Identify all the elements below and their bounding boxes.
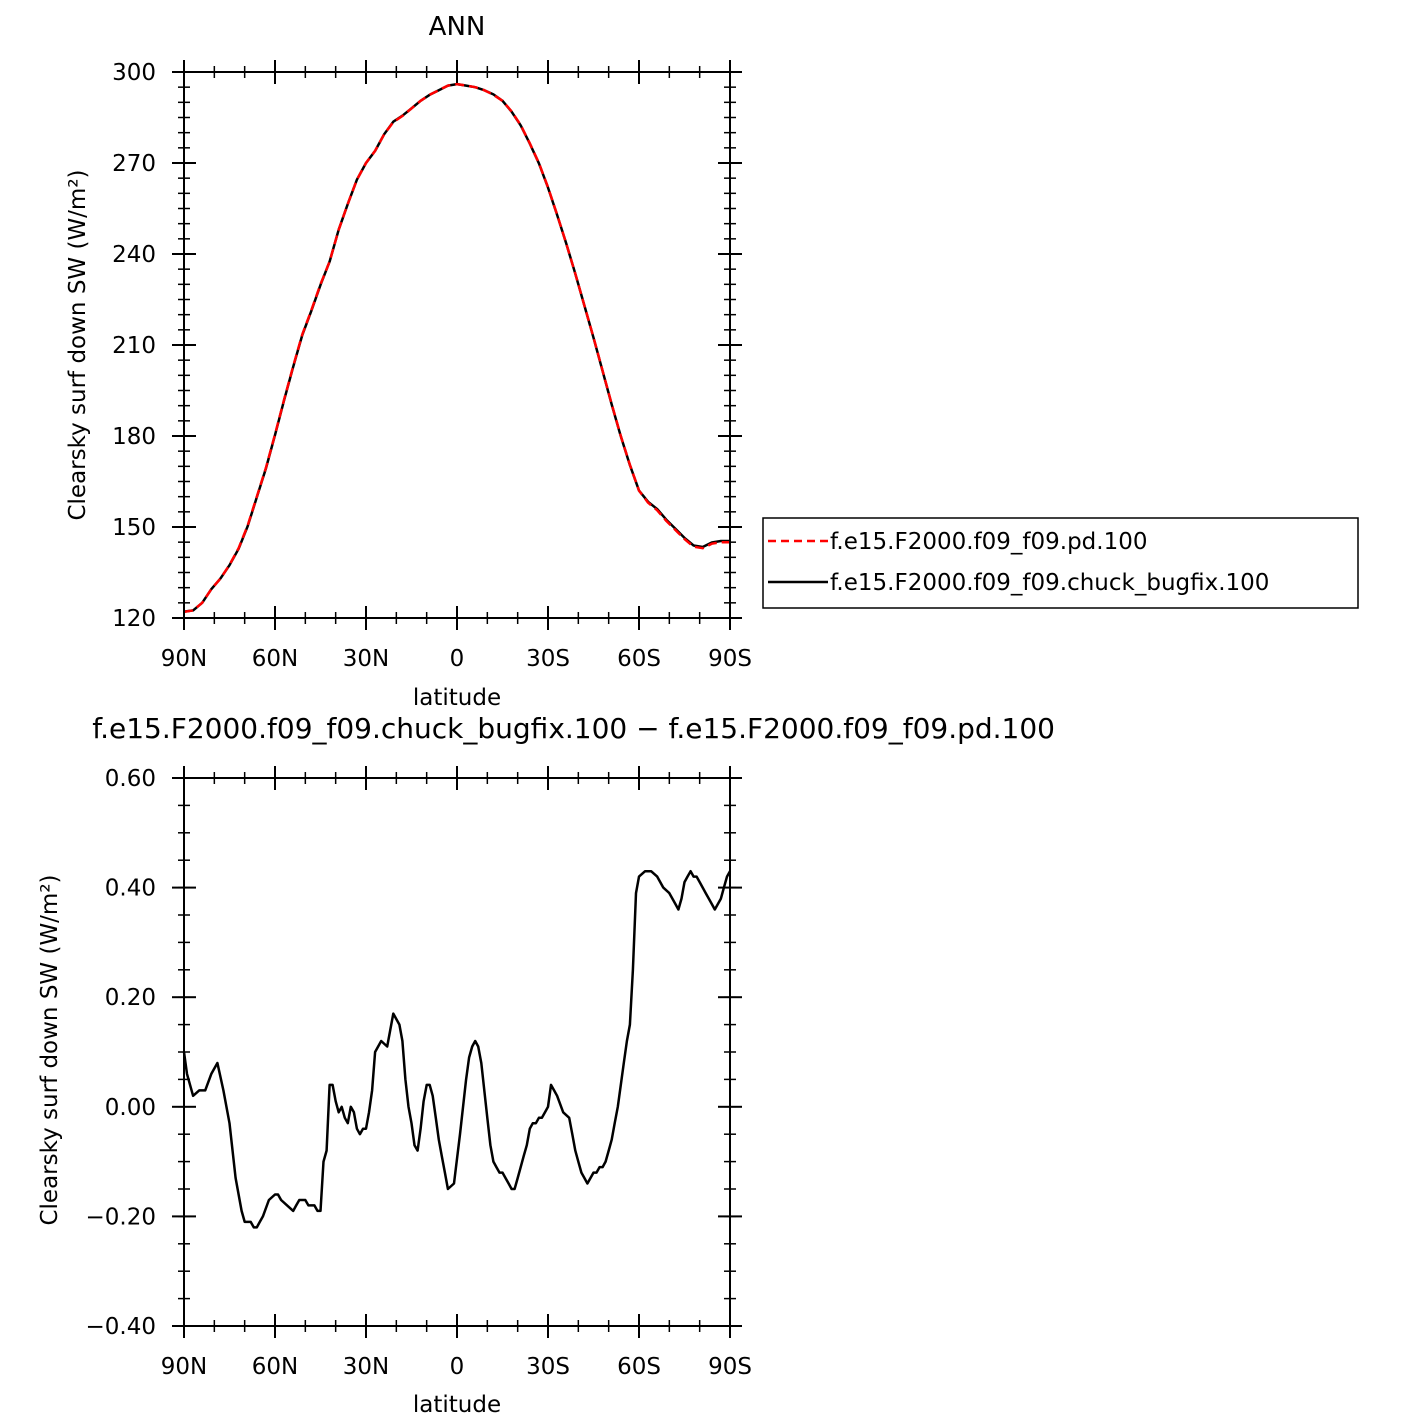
top-x-tick-label: 90N	[161, 646, 207, 672]
bottom-plot-frame	[183, 777, 731, 1327]
top-x-tick-label: 60S	[617, 646, 661, 672]
bottom-y-tick-label: 0.40	[105, 876, 156, 902]
top-x-tick-label: 30N	[343, 646, 389, 672]
top-y-tick-label: 180	[112, 424, 156, 450]
top-y-tick-label: 300	[112, 60, 156, 86]
top-x-tick-label: 90S	[708, 646, 752, 672]
bottom-x-tick-label: 30S	[526, 1354, 570, 1380]
legend: f.e15.F2000.f09_f09.pd.100 f.e15.F2000.f…	[762, 517, 1359, 609]
bottom-y-axis-label: Clearsky surf down SW (W/m²)	[37, 874, 63, 1225]
top-y-tick-label: 210	[112, 333, 156, 359]
legend-label-bugfix: f.e15.F2000.f09_f09.chuck_bugfix.100	[830, 570, 1269, 596]
top-x-axis-label: latitude	[413, 685, 501, 711]
top-chart-title: ANN	[429, 12, 486, 42]
top-y-tick-label: 270	[112, 151, 156, 177]
bottom-y-tick-label: 0.00	[105, 1095, 156, 1121]
bottom-x-tick-label: 30N	[343, 1354, 389, 1380]
top-x-tick-label: 0	[450, 646, 465, 672]
top-y-axis-label: Clearsky surf down SW (W/m²)	[65, 169, 91, 520]
bottom-x-tick-label: 60S	[617, 1354, 661, 1380]
bottom-x-tick-label: 90S	[708, 1354, 752, 1380]
top-x-tick-label: 60N	[252, 646, 298, 672]
bottom-y-tick-label: 0.20	[105, 985, 156, 1011]
bottom-x-tick-label: 60N	[252, 1354, 298, 1380]
top-plot-frame	[183, 71, 731, 619]
bottom-x-axis-label: latitude	[413, 1392, 501, 1418]
top-x-tick-label: 30S	[526, 646, 570, 672]
bottom-y-tick-label: −0.40	[86, 1314, 156, 1340]
bottom-series-line-bugfix	[182, 869, 732, 1229]
top-y-tick-label: 150	[112, 515, 156, 541]
bottom-y-tick-label: 0.60	[105, 766, 156, 792]
bottom-x-tick-label: 90N	[161, 1354, 207, 1380]
top-chart: ANN Clearsky surf down SW (W/m²) latitud…	[65, 12, 752, 711]
top-y-tick-label: 120	[112, 606, 156, 632]
bottom-y-tick-label: −0.20	[86, 1204, 156, 1230]
top-series-line-bugfix	[183, 82, 730, 613]
legend-label-pd: f.e15.F2000.f09_f09.pd.100	[830, 529, 1148, 555]
legend-box	[762, 517, 1359, 609]
bottom-chart: f.e15.F2000.f09_f09.chuck_bugfix.100 − f…	[37, 712, 1055, 1418]
bottom-chart-title: f.e15.F2000.f09_f09.chuck_bugfix.100 − f…	[92, 712, 1055, 745]
bottom-x-tick-label: 0	[450, 1354, 465, 1380]
top-series-line-pd	[183, 82, 730, 614]
top-y-tick-label: 240	[112, 242, 156, 268]
